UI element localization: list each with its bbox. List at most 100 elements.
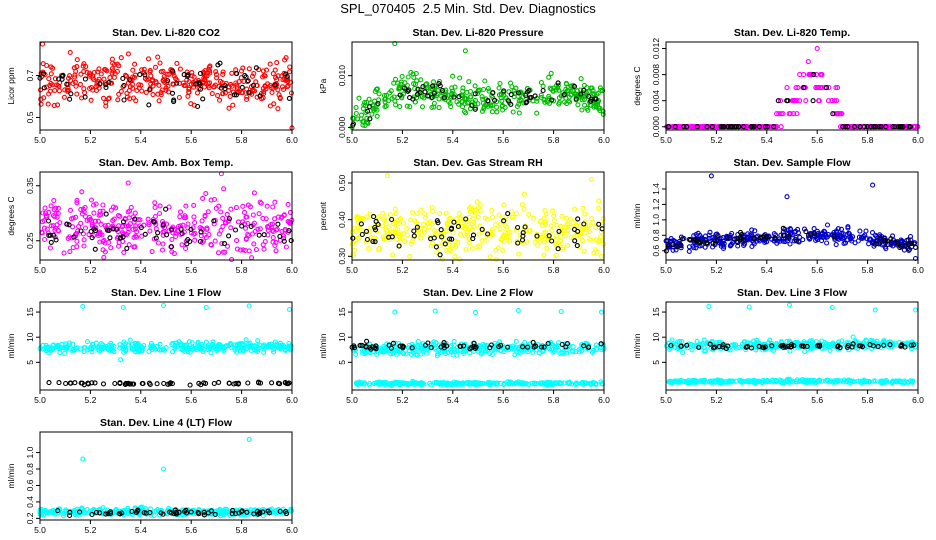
- data-point-series-1: [122, 347, 129, 353]
- data-point-series-1: [418, 207, 424, 213]
- y-tick-label: 1.4: [651, 183, 661, 195]
- data-point-series-1: [166, 204, 172, 210]
- data-point-series-1: [159, 247, 166, 253]
- chart-panel-4: Stan. Dev. Amb. Box Temp.degrees C5.0 5.2…: [6, 157, 298, 275]
- data-point-series-2: [911, 241, 917, 247]
- data-point-series-1: [252, 88, 258, 94]
- data-point-series-2: [372, 239, 378, 245]
- data-point-series-1: [88, 197, 95, 203]
- data-point-series-1: [66, 340, 73, 346]
- data-point-series-2: [125, 380, 131, 386]
- data-point-series-1: [155, 54, 161, 60]
- data-point-series-1: [543, 236, 549, 242]
- data-point-outlier: [118, 357, 124, 363]
- data-point-series-2: [233, 92, 239, 98]
- data-point-series-1: [510, 109, 516, 115]
- data-point-series-1: [160, 229, 166, 235]
- data-point-series-1: [901, 240, 907, 246]
- data-point-series-1: [210, 339, 216, 345]
- data-point-series-1: [233, 80, 239, 86]
- data-point-series-2: [463, 216, 469, 222]
- data-point-series-1: [410, 235, 417, 241]
- data-point-series-1: [46, 209, 52, 215]
- data-point-series-1: [130, 67, 136, 73]
- data-point-series-1: [130, 347, 137, 353]
- data-point-series-2: [82, 76, 88, 82]
- data-point-series-2: [350, 235, 356, 241]
- data-point-series-2: [411, 228, 417, 234]
- data-point-series-1: [353, 238, 359, 244]
- data-point-series-2: [573, 96, 579, 102]
- data-point-series-1: [158, 69, 164, 75]
- data-point-series-2: [763, 234, 769, 240]
- data-point-series-1: [111, 74, 117, 81]
- x-tick-label: 5.0: [34, 135, 46, 145]
- x-tick-label: 5.4: [761, 265, 773, 275]
- data-point-series-1: [710, 234, 716, 241]
- data-point-series-1: [261, 72, 267, 79]
- data-point-series-2: [762, 124, 768, 130]
- data-point-series-1: [548, 70, 554, 76]
- data-point-series-1: [220, 71, 226, 77]
- data-point-series-2: [442, 241, 448, 247]
- data-point-series-2: [569, 381, 575, 387]
- data-point-series-1: [497, 226, 503, 232]
- data-point-series-2: [56, 380, 62, 386]
- panel-title: Stan. Dev. Line 2 Flow: [423, 287, 534, 299]
- data-point-series-1: [412, 99, 418, 105]
- y-tick-label: 0.012: [651, 38, 661, 60]
- data-point-series-1: [498, 92, 504, 98]
- data-point-series-1: [521, 191, 527, 197]
- data-point-series-1: [567, 216, 574, 222]
- data-point-series-2: [419, 381, 425, 387]
- data-point-series-3: [428, 345, 434, 351]
- x-tick-label: 5.4: [135, 265, 147, 275]
- data-point-series-1: [52, 76, 58, 82]
- data-point-series-1: [429, 104, 435, 111]
- data-point-series-2: [521, 381, 528, 387]
- data-point-series-2: [520, 233, 526, 239]
- data-point-series-1: [278, 215, 284, 221]
- data-point-series-1: [81, 61, 87, 67]
- data-point-outlier: [872, 307, 878, 313]
- data-point-series-1: [794, 111, 800, 117]
- data-point-series-1: [134, 234, 140, 240]
- data-point-series-1: [87, 85, 93, 92]
- data-point-series-3: [520, 344, 526, 350]
- data-point-series-2: [534, 233, 540, 239]
- data-point-series-1: [387, 212, 393, 218]
- data-point-series-2: [801, 85, 807, 91]
- data-point-series-1: [272, 199, 278, 205]
- data-point-series-2: [422, 89, 428, 95]
- data-point-series-1: [369, 111, 375, 117]
- y-tick-label: 15: [337, 307, 347, 317]
- data-point-series-3: [390, 340, 396, 346]
- data-point-series-1: [172, 344, 178, 350]
- data-point-series-1: [269, 228, 275, 234]
- data-point-series-1: [401, 231, 407, 237]
- data-point-series-1: [157, 60, 163, 66]
- data-point-series-1: [551, 213, 557, 219]
- data-point-series-1: [227, 341, 234, 347]
- y-axis-label: degrees C: [6, 196, 16, 235]
- data-point-series-1: [475, 214, 481, 220]
- data-point-series-2: [897, 124, 903, 130]
- data-point-series-1: [232, 345, 238, 351]
- data-point-series-1: [243, 337, 249, 343]
- data-point-series-1: [171, 251, 177, 257]
- data-point-series-1: [479, 238, 485, 244]
- data-point-series-2: [121, 82, 127, 89]
- data-point-series-1: [269, 341, 275, 347]
- data-point-series-2: [719, 124, 725, 130]
- data-point-series-1: [465, 100, 471, 106]
- data-point-series-1: [139, 88, 145, 94]
- data-point-series-1: [202, 77, 208, 83]
- data-point-series-2: [285, 381, 291, 387]
- data-point-series-1: [526, 212, 532, 218]
- data-point-series-2: [103, 82, 109, 88]
- data-point-series-2: [871, 124, 877, 130]
- data-point-series-1: [600, 216, 606, 222]
- data-point-series-1: [775, 238, 781, 244]
- data-point-series-1: [146, 222, 152, 228]
